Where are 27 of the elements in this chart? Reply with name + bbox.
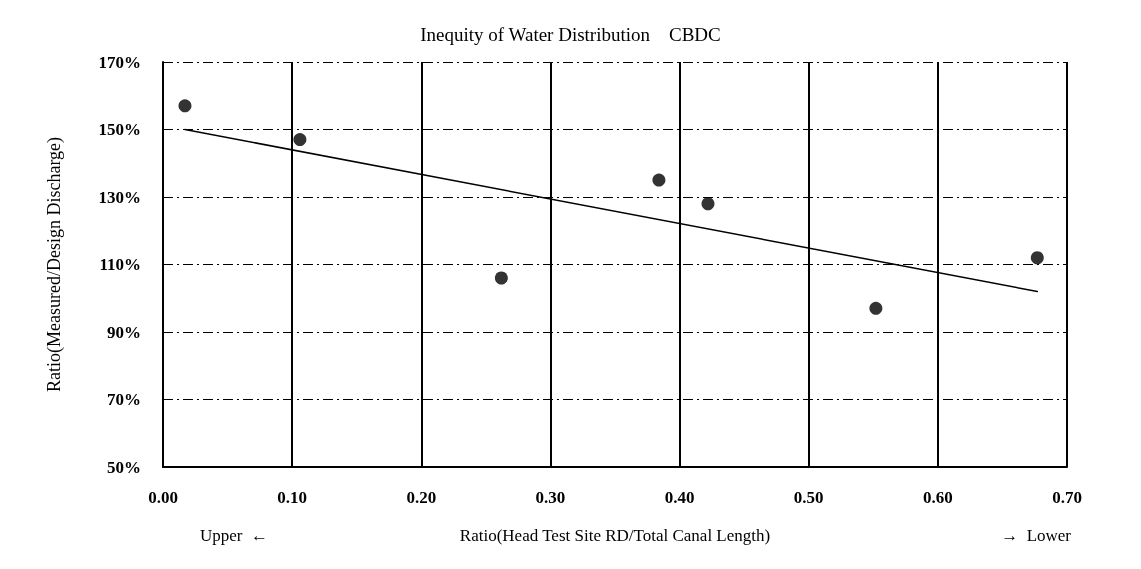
point xyxy=(178,99,192,113)
chart-title: Inequity of Water Distribution CBDC xyxy=(420,24,721,45)
text: → Lower xyxy=(1001,526,1072,545)
point xyxy=(1030,251,1044,265)
point xyxy=(701,197,715,211)
y-axis-title: Ratio(Measured/Design Discharge) xyxy=(44,136,65,393)
y-tick-label: 70% xyxy=(107,390,141,409)
x-tick-label: 0.10 xyxy=(277,488,308,507)
y-tick-label: 110% xyxy=(99,255,141,274)
x-tick-label: 0.20 xyxy=(406,488,437,507)
y-tick-label: 170% xyxy=(98,52,141,72)
y-tick-label: 50% xyxy=(107,457,141,477)
text: Upper ← xyxy=(200,526,268,545)
x-tick-label: 0.40 xyxy=(664,488,695,507)
x-tick-label: 0.60 xyxy=(922,488,953,507)
x-tick-label: 0.30 xyxy=(535,488,566,507)
x-tick-label: 0.00 xyxy=(148,488,178,507)
y-tick-label: 150% xyxy=(98,120,141,139)
y-tick-label: 90% xyxy=(107,322,141,342)
point xyxy=(293,133,307,147)
y-tick-label: 130% xyxy=(98,187,141,207)
x-tick-label: 0.50 xyxy=(793,488,824,507)
x-tick-label: 0.70 xyxy=(1052,488,1082,507)
point xyxy=(869,301,883,315)
point xyxy=(494,271,508,285)
point xyxy=(652,173,666,187)
x-axis-title: Ratio(Head Test Site RD/Total Canal Length) xyxy=(459,526,771,545)
